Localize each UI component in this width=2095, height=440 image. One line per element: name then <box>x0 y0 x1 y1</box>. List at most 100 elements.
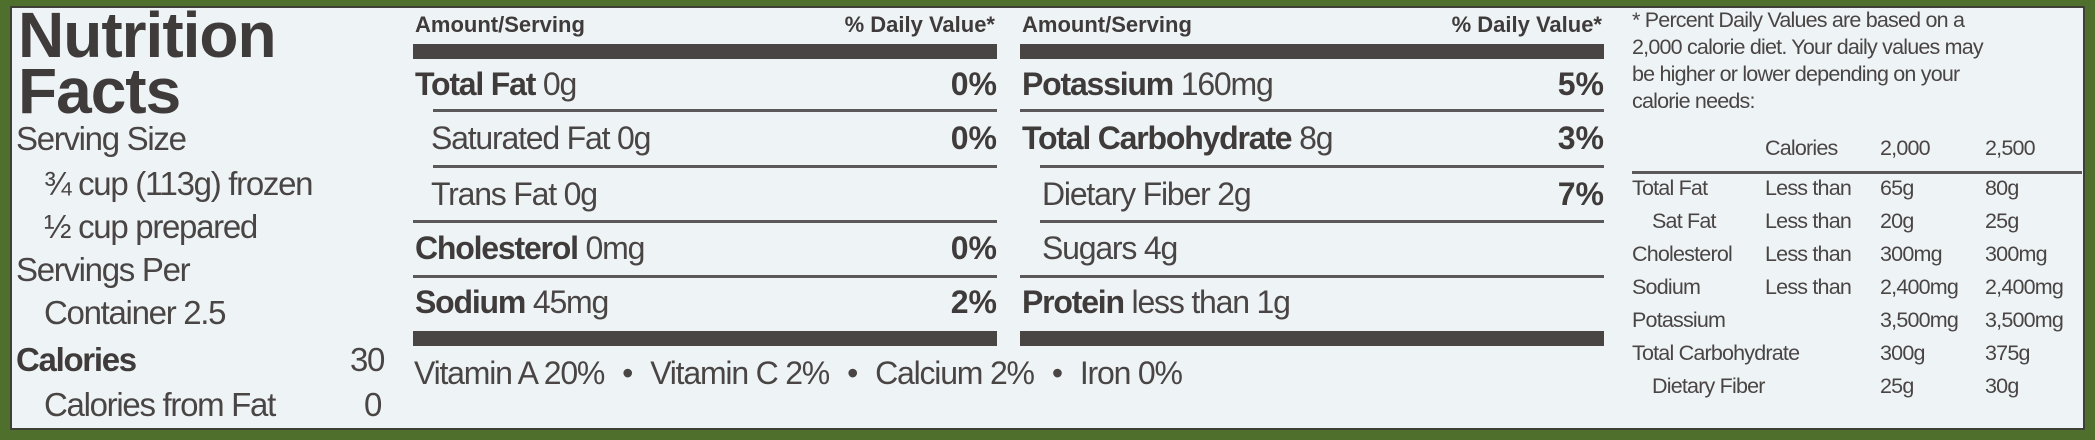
thin-divider <box>413 275 997 278</box>
daily-table-cell: 30g <box>1985 374 2019 398</box>
nutrient-daily-value: 2% <box>950 284 997 320</box>
serving-size-label: Serving Size <box>16 120 187 157</box>
nutrient-name: Cholesterol <box>415 230 579 266</box>
serving-size-frozen: ¾ cup (113g) frozen <box>44 165 314 202</box>
footnote-line: be higher or lower depending on your <box>1632 62 1960 86</box>
daily-table-header: 2,500 <box>1985 136 2036 160</box>
nutrient-row: Protein less than 1g <box>1022 284 1291 321</box>
daily-table-cell: 20g <box>1880 209 1914 233</box>
nutrient-row: Sugars 4g <box>1042 230 1178 267</box>
nutrient-row: Sodium 45mg <box>415 284 609 321</box>
nutrient-daily-value: 5% <box>1557 66 1604 102</box>
daily-table-cell: Dietary Fiber <box>1652 374 1765 398</box>
daily-table-cell: Less than <box>1765 176 1852 200</box>
nutrient-name: Potassium <box>1022 66 1174 102</box>
nutrient-amount: 0g <box>563 176 598 212</box>
nutrient-name: Saturated Fat <box>431 120 610 156</box>
nutrient-amount: 2g <box>1217 176 1251 212</box>
footnote-line: 2,000 calorie diet. Your daily values ma… <box>1632 35 1984 59</box>
nutrient-name: Total Fat <box>415 66 536 102</box>
daily-table-cell: Less than <box>1765 275 1852 299</box>
thin-divider <box>433 165 997 168</box>
nutrient-daily-value: 0% <box>950 66 997 102</box>
header-daily-value: % Daily Value* <box>1451 12 1602 37</box>
header-amount: Amount/Serving <box>1022 12 1192 37</box>
daily-table-cell: 25g <box>1985 209 2019 233</box>
nutrient-name: Trans Fat <box>431 176 557 212</box>
daily-table-cell: 2,400mg <box>1880 275 1959 299</box>
nutrient-row: Total Carbohydrate 8g <box>1022 120 1334 157</box>
daily-table-cell: Less than <box>1765 242 1852 266</box>
nutrient-amount: less than 1g <box>1131 284 1291 320</box>
daily-table-cell: Sodium <box>1632 275 1701 299</box>
nutrient-row: Saturated Fat 0g <box>431 120 651 157</box>
daily-table-cell: Less than <box>1765 209 1852 233</box>
nutrient-row: Trans Fat 0g <box>431 176 598 213</box>
iron: Iron 0% <box>1079 355 1183 391</box>
nutrient-row: Potassium 160mg <box>1022 66 1274 103</box>
nutrient-name: Protein <box>1022 284 1125 320</box>
vitamin-a: Vitamin A 20% <box>414 355 605 391</box>
daily-table-cell: 25g <box>1880 374 1914 398</box>
calories-from-fat-label: Calories from Fat <box>44 386 276 423</box>
nutrient-daily-value: 0% <box>950 120 997 156</box>
nutrient-amount: 8g <box>1299 120 1333 156</box>
daily-table-cell: 3,500mg <box>1985 308 2064 332</box>
nutrient-row: Cholesterol 0mg <box>415 230 646 267</box>
daily-table-divider <box>1632 171 2082 174</box>
daily-table-header: 2,000 <box>1880 136 1931 160</box>
nutrition-label <box>10 6 2085 430</box>
nutrient-name: Sodium <box>415 284 526 320</box>
serving-size-prepared: ½ cup prepared <box>44 208 258 245</box>
servings-per-value: Container 2.5 <box>44 294 227 331</box>
nutrient-row: Dietary Fiber 2g <box>1042 176 1252 213</box>
thin-divider <box>413 220 997 223</box>
nutrient-daily-value: 0% <box>950 230 997 266</box>
daily-table-cell: 3,500mg <box>1880 308 1959 332</box>
thick-divider <box>413 44 997 59</box>
title-facts: Facts <box>18 55 181 127</box>
nutrient-amount: 0g <box>542 66 577 102</box>
header-daily-value: % Daily Value* <box>844 12 995 37</box>
vitamin-c: Vitamin C 2% <box>650 355 830 391</box>
thick-divider <box>1020 44 1604 59</box>
thin-divider <box>1020 275 1604 278</box>
nutrient-amount: 0mg <box>585 230 646 266</box>
daily-table-cell: 65g <box>1880 176 1914 200</box>
footnote-line: * Percent Daily Values are based on a <box>1632 8 1965 32</box>
daily-table-cell: 375g <box>1985 341 2030 365</box>
nutrient-daily-value: 7% <box>1557 176 1604 212</box>
title-nutrition: Nutrition <box>18 0 277 71</box>
thin-divider <box>1040 165 1604 168</box>
nutrient-amount: 45mg <box>532 284 609 320</box>
nutrient-daily-value: 3% <box>1557 120 1604 156</box>
daily-table-cell: Total Fat <box>1632 176 1708 200</box>
daily-table-cell: Sat Fat <box>1652 209 1717 233</box>
daily-table-cell: Cholesterol <box>1632 242 1733 266</box>
daily-table-header: Calories <box>1765 136 1838 160</box>
servings-per-label: Servings Per <box>16 251 191 288</box>
calories-label: Calories <box>16 341 137 378</box>
thin-divider <box>1040 220 1604 223</box>
nutrient-amount: 0g <box>617 120 651 156</box>
daily-table-cell: 300mg <box>1985 242 2048 266</box>
nutrient-amount: 4g <box>1143 230 1178 266</box>
nutrient-row: Total Fat 0g <box>415 66 577 103</box>
thick-divider <box>1020 331 1604 346</box>
thick-divider <box>413 331 997 346</box>
calories-value: 30 <box>350 341 385 378</box>
vitamins-row: Vitamin A 20% • Vitamin C 2% • Calcium 2% • Ir… <box>414 355 1183 391</box>
footnote-line: calorie needs: <box>1632 89 1755 113</box>
daily-table-cell: Total Carbohydrate <box>1632 341 1800 365</box>
thin-divider <box>1020 109 1604 112</box>
daily-table-cell: 80g <box>1985 176 2019 200</box>
nutrient-name: Total Carbohydrate <box>1022 120 1293 156</box>
calories-from-fat-value: 0 <box>364 386 382 423</box>
daily-table-cell: 300mg <box>1880 242 1943 266</box>
nutrient-name: Sugars <box>1042 230 1137 266</box>
header-amount: Amount/Serving <box>415 12 585 37</box>
nutrient-amount: 160mg <box>1180 66 1274 102</box>
calcium: Calcium 2% <box>875 355 1035 391</box>
thin-divider <box>433 109 997 112</box>
daily-table-cell: Potassium <box>1632 308 1726 332</box>
